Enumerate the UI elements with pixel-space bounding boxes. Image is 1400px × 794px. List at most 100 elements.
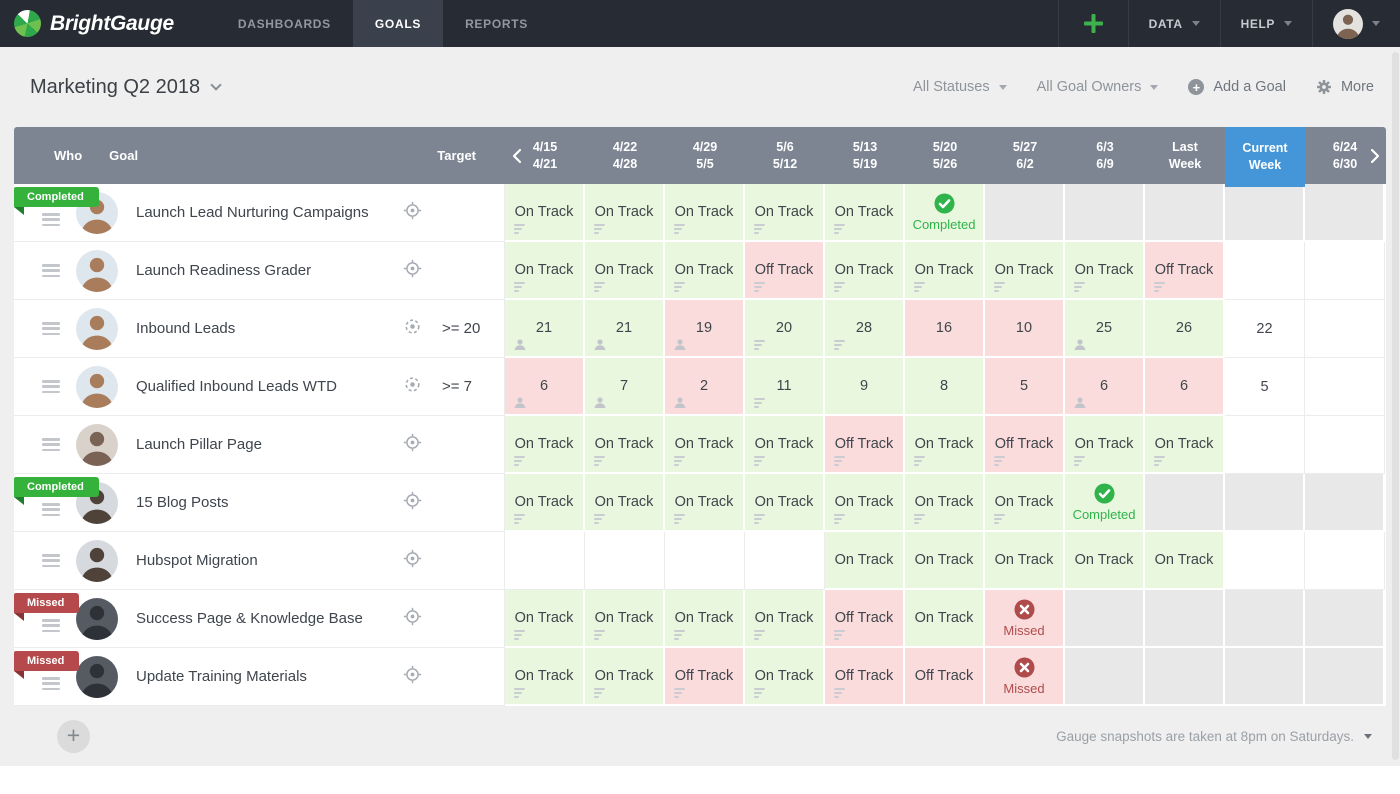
goal-cell[interactable]: On Track	[825, 474, 905, 532]
goal-cell[interactable]	[745, 532, 825, 590]
nav-menu-help[interactable]: HELP	[1219, 0, 1312, 47]
goal-cell[interactable]	[1305, 242, 1385, 300]
goal-cell[interactable]: 26	[1145, 300, 1225, 358]
goal-cell[interactable]: On Track	[505, 590, 585, 648]
goal-cell[interactable]: 5	[985, 358, 1065, 416]
goal-cell[interactable]	[1065, 184, 1145, 242]
goal-cell[interactable]: Off Track	[825, 648, 905, 706]
goal-cell[interactable]: On Track	[665, 242, 745, 300]
goal-name[interactable]: 15 Blog Posts	[136, 494, 229, 511]
goal-cell[interactable]: On Track	[825, 184, 905, 242]
goal-cell[interactable]: 25	[1065, 300, 1145, 358]
goal-cell[interactable]: On Track	[745, 590, 825, 648]
goal-cell[interactable]	[1225, 184, 1305, 242]
goal-cell[interactable]: On Track	[905, 474, 985, 532]
goal-cell[interactable]: On Track	[905, 242, 985, 300]
drag-handle-icon[interactable]	[42, 619, 60, 632]
goal-cell[interactable]	[585, 532, 665, 590]
goal-cell[interactable]: On Track	[1065, 532, 1145, 590]
goal-cell[interactable]	[1225, 532, 1305, 590]
goal-cell[interactable]: 28	[825, 300, 905, 358]
goal-cell[interactable]	[1305, 184, 1385, 242]
goal-cell[interactable]: On Track	[745, 184, 825, 242]
goal-cell[interactable]: On Track	[505, 184, 585, 242]
goal-cell[interactable]	[1145, 590, 1225, 648]
goal-cell[interactable]: On Track	[985, 532, 1065, 590]
goal-cell[interactable]	[1225, 242, 1305, 300]
nav-tab-goals[interactable]: GOALS	[352, 0, 444, 47]
goal-cell[interactable]	[665, 532, 745, 590]
goal-name[interactable]: Success Page & Knowledge Base	[136, 610, 363, 627]
goal-cell[interactable]	[1145, 648, 1225, 706]
drag-handle-icon[interactable]	[42, 554, 60, 567]
goal-cell[interactable]: Off Track	[825, 590, 905, 648]
goal-name[interactable]: Launch Pillar Page	[136, 436, 262, 453]
goal-cell[interactable]: On Track	[985, 474, 1065, 532]
column-header-5-6[interactable]: 5/6 5/12	[772, 139, 798, 171]
column-header-6-3[interactable]: 6/3 6/9	[1096, 139, 1114, 171]
status-filter[interactable]: All Statuses	[913, 79, 1007, 95]
goal-cell[interactable]: 6	[1145, 358, 1225, 416]
goal-cell[interactable]: On Track	[1145, 532, 1225, 590]
goal-cell[interactable]: On Track	[585, 416, 665, 474]
goal-name[interactable]: Hubspot Migration	[136, 552, 258, 569]
goal-cell[interactable]: Off Track	[1145, 242, 1225, 300]
goal-cell[interactable]	[1145, 184, 1225, 242]
goal-cell[interactable]: On Track	[905, 532, 985, 590]
goal-cell[interactable]: On Track	[665, 474, 745, 532]
goal-cell[interactable]: 5	[1225, 358, 1305, 416]
goal-cell[interactable]: On Track	[745, 416, 825, 474]
goal-cell[interactable]	[1225, 590, 1305, 648]
goal-cell[interactable]: 8	[905, 358, 985, 416]
goal-cell[interactable]: 20	[745, 300, 825, 358]
goal-cell[interactable]	[1305, 590, 1385, 648]
goal-cell[interactable]: Off Track	[665, 648, 745, 706]
more-button[interactable]: More	[1316, 79, 1374, 95]
column-header-Last[interactable]: Last Week	[1168, 139, 1202, 171]
nav-menu-data[interactable]: DATA	[1127, 0, 1220, 47]
goal-cell[interactable]: On Track	[585, 184, 665, 242]
column-header-current-week[interactable]: Current Week	[1225, 127, 1305, 187]
goal-cell[interactable]: On Track	[745, 648, 825, 706]
nav-tab-dashboards[interactable]: DASHBOARDS	[237, 16, 331, 31]
goal-cell[interactable]: 21	[505, 300, 585, 358]
goal-cell[interactable]: On Track	[665, 184, 745, 242]
drag-handle-icon[interactable]	[42, 213, 60, 226]
goal-cell[interactable]	[1225, 416, 1305, 474]
goal-cell[interactable]: On Track	[1065, 416, 1145, 474]
drag-handle-icon[interactable]	[42, 677, 60, 690]
goal-cell[interactable]	[985, 184, 1065, 242]
goal-cell[interactable]: 19	[665, 300, 745, 358]
goal-cell[interactable]: Off Track	[745, 242, 825, 300]
goal-cell[interactable]	[1305, 474, 1385, 532]
goal-cell[interactable]: Off Track	[825, 416, 905, 474]
goal-cell[interactable]: Off Track	[905, 648, 985, 706]
page-title-dropdown[interactable]: Marketing Q2 2018	[30, 76, 222, 99]
goal-cell[interactable]	[1305, 358, 1385, 416]
goal-cell[interactable]: 11	[745, 358, 825, 416]
goal-cell[interactable]: On Track	[825, 242, 905, 300]
goal-cell[interactable]: On Track	[825, 532, 905, 590]
drag-handle-icon[interactable]	[42, 264, 60, 277]
goal-cell[interactable]	[1305, 300, 1385, 358]
goal-cell-completed[interactable]: Completed	[1065, 474, 1145, 532]
goal-cell[interactable]: 7	[585, 358, 665, 416]
column-header-5-27[interactable]: 5/27 6/2	[1012, 139, 1038, 171]
goal-cell[interactable]: Off Track	[985, 416, 1065, 474]
nav-tab-reports[interactable]: REPORTS	[465, 16, 528, 31]
drag-handle-icon[interactable]	[42, 380, 60, 393]
snapshot-schedule-dropdown[interactable]: Gauge snapshots are taken at 8pm on Satu…	[1056, 729, 1372, 744]
goal-cell[interactable]	[1305, 648, 1385, 706]
goal-cell-missed[interactable]: Missed	[985, 590, 1065, 648]
next-weeks-arrow[interactable]	[1370, 127, 1381, 184]
owner-filter[interactable]: All Goal Owners	[1037, 79, 1159, 95]
column-header-5-20[interactable]: 5/20 5/26	[932, 139, 958, 171]
goal-cell[interactable]: 10	[985, 300, 1065, 358]
drag-handle-icon[interactable]	[42, 503, 60, 516]
nav-add-button[interactable]	[1057, 0, 1128, 47]
goal-name[interactable]: Launch Lead Nurturing Campaigns	[136, 204, 369, 221]
goal-cell[interactable]	[505, 532, 585, 590]
goal-cell[interactable]: On Track	[665, 416, 745, 474]
goal-cell[interactable]: On Track	[1145, 416, 1225, 474]
goal-cell[interactable]: 2	[665, 358, 745, 416]
